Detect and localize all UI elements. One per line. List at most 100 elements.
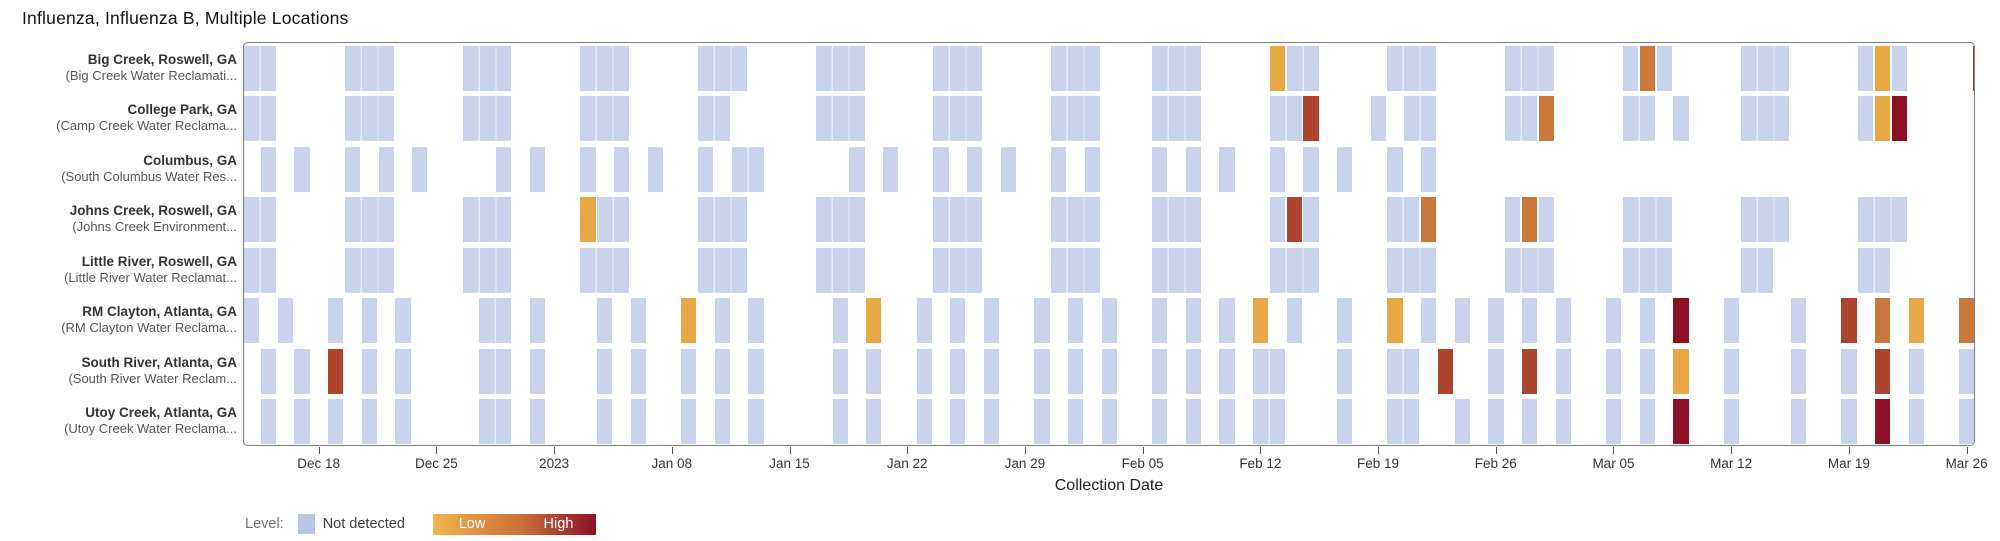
heatmap-cell[interactable] [580,146,596,192]
heatmap-cell[interactable] [1269,96,1302,141]
heatmap-cell[interactable] [1875,298,1891,343]
heatmap-cell[interactable] [529,298,546,343]
heatmap-cell[interactable] [731,146,764,192]
heatmap-cell[interactable] [1387,399,1420,444]
heatmap-cell[interactable] [496,146,512,192]
heatmap-cell[interactable] [260,399,277,444]
heatmap-cell[interactable] [395,348,411,394]
heatmap-cell[interactable] [1034,399,1050,444]
heatmap-cell[interactable] [1972,45,1974,91]
heatmap-cell[interactable] [1387,348,1420,394]
heatmap-cell[interactable] [1639,399,1655,444]
heatmap-cell[interactable] [1673,399,1689,444]
heatmap-cell[interactable] [698,96,731,141]
heatmap-cell[interactable] [1908,298,1924,343]
heatmap-cell[interactable] [1152,298,1168,343]
heatmap-cell[interactable] [1404,96,1437,141]
heatmap-cell[interactable] [916,399,932,444]
heatmap-cell[interactable] [1286,197,1302,242]
heatmap-cell[interactable] [580,197,596,242]
heatmap-cell[interactable] [916,348,932,394]
heatmap-cell[interactable] [1252,399,1285,444]
heatmap-cell[interactable] [580,247,630,293]
heatmap-cell[interactable] [1488,298,1504,343]
heatmap-cell[interactable] [967,146,983,192]
heatmap-cell[interactable] [1303,146,1319,192]
heatmap-cell[interactable] [244,298,260,343]
heatmap-cell[interactable] [1252,348,1285,394]
heatmap-cell[interactable] [1337,399,1353,444]
heatmap-cell[interactable] [344,197,394,242]
heatmap-cell[interactable] [529,399,546,444]
heatmap-cell[interactable] [1723,348,1739,394]
heatmap-cell[interactable] [344,96,394,141]
heatmap-cell[interactable] [260,146,277,192]
heatmap-cell[interactable] [1387,45,1437,91]
heatmap-cell[interactable] [597,348,613,394]
heatmap-cell[interactable] [1505,197,1521,242]
heatmap-cell[interactable] [1185,146,1201,192]
heatmap-cell[interactable] [1858,247,1891,293]
heatmap-cell[interactable] [1101,348,1117,394]
heatmap-cell[interactable] [866,399,882,444]
heatmap-cell[interactable] [1101,399,1117,444]
heatmap-cell[interactable] [1252,298,1269,343]
heatmap-cell[interactable] [1219,298,1235,343]
heatmap-cell[interactable] [1067,348,1084,394]
heatmap-cell[interactable] [933,247,983,293]
heatmap-cell[interactable] [1051,45,1100,91]
heatmap-cell[interactable] [815,197,865,242]
heatmap-cell[interactable] [597,298,613,343]
heatmap-cell[interactable] [361,348,377,394]
heatmap-cell[interactable] [983,298,1000,343]
heatmap-cell[interactable] [1051,247,1100,293]
heatmap-cell[interactable] [832,348,848,394]
heatmap-cell[interactable] [1387,146,1403,192]
heatmap-cell[interactable] [1152,45,1201,91]
heatmap-cell[interactable] [1841,298,1857,343]
heatmap-cell[interactable] [1337,146,1353,192]
heatmap-cell[interactable] [328,298,344,343]
heatmap-cell[interactable] [1152,348,1168,394]
heatmap-cell[interactable] [529,348,546,394]
heatmap-cell[interactable] [866,298,882,343]
heatmap-cell[interactable] [815,45,865,91]
heatmap-cell[interactable] [361,399,377,444]
heatmap-cell[interactable] [1908,348,1924,394]
heatmap-cell[interactable] [1740,96,1790,141]
heatmap-cell[interactable] [1538,96,1554,141]
heatmap-cell[interactable] [1152,146,1168,192]
heatmap-cell[interactable] [698,45,747,91]
heatmap-cell[interactable] [1185,399,1201,444]
heatmap-cell[interactable] [1673,96,1689,141]
heatmap-cell[interactable] [1740,247,1773,293]
heatmap-cell[interactable] [1521,298,1538,343]
heatmap-cell[interactable] [983,399,1000,444]
heatmap-cell[interactable] [378,146,394,192]
heatmap-cell[interactable] [580,96,630,141]
heatmap-cell[interactable] [1387,298,1403,343]
heatmap-cell[interactable] [462,197,512,242]
heatmap-cell[interactable] [1269,247,1319,293]
heatmap-cell[interactable] [1219,146,1235,192]
heatmap-cell[interactable] [1488,399,1504,444]
heatmap-cell[interactable] [328,399,344,444]
heatmap-cell[interactable] [1521,399,1538,444]
heatmap-cell[interactable] [748,298,764,343]
heatmap-cell[interactable] [1521,348,1538,394]
heatmap-cell[interactable] [1387,247,1437,293]
heatmap-cell[interactable] [344,247,394,293]
heatmap-cell[interactable] [1891,45,1908,91]
heatmap-cell[interactable] [244,197,277,242]
heatmap-cell[interactable] [1673,348,1689,394]
heatmap-cell[interactable] [1858,45,1874,91]
heatmap-cell[interactable] [479,399,512,444]
heatmap-cell[interactable] [344,146,361,192]
heatmap-cell[interactable] [1421,298,1437,343]
heatmap-cell[interactable] [344,45,394,91]
heatmap-cell[interactable] [681,348,697,394]
heatmap-cell[interactable] [1034,348,1050,394]
heatmap-cell[interactable] [1622,45,1639,91]
heatmap-cell[interactable] [1185,298,1201,343]
heatmap-cell[interactable] [1791,399,1807,444]
